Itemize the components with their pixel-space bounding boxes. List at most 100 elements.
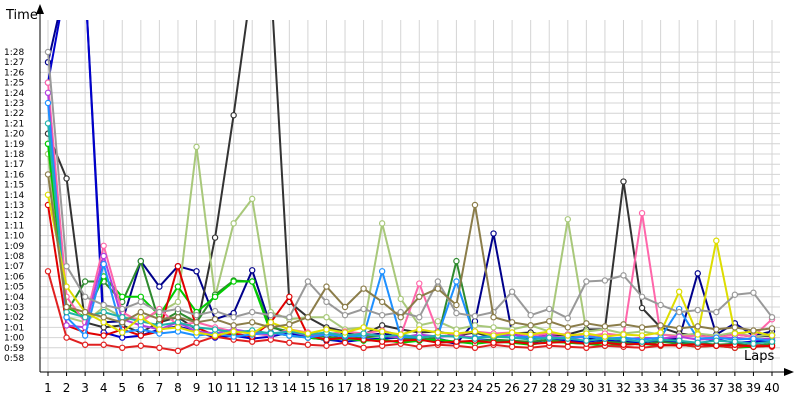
data-point xyxy=(156,316,163,323)
data-point xyxy=(286,293,293,300)
data-point xyxy=(341,311,349,319)
data-point xyxy=(546,318,553,325)
y-tick-label: 1:17 xyxy=(4,160,24,170)
data-point xyxy=(527,331,534,338)
data-point xyxy=(378,268,386,275)
data-point xyxy=(193,329,200,336)
data-point xyxy=(137,257,145,265)
data-point xyxy=(323,298,330,306)
data-point xyxy=(323,336,330,343)
data-point xyxy=(750,327,757,334)
data-point xyxy=(360,330,367,337)
data-point xyxy=(119,314,126,321)
x-tick-label: 3 xyxy=(81,381,89,395)
x-tick-label: 23 xyxy=(449,381,464,395)
data-point xyxy=(713,308,720,316)
data-point xyxy=(100,308,107,316)
data-point xyxy=(193,143,200,151)
data-point xyxy=(601,277,609,284)
data-point xyxy=(583,320,590,327)
data-point xyxy=(44,120,52,127)
series-2 xyxy=(44,20,776,341)
data-point xyxy=(267,319,274,326)
y-tick-label: 1:12 xyxy=(4,211,24,221)
x-tick-label: 38 xyxy=(727,381,742,395)
x-tick-label: 15 xyxy=(300,381,315,395)
data-point xyxy=(211,326,219,333)
data-point xyxy=(211,293,219,300)
series-line xyxy=(47,271,773,352)
data-point xyxy=(638,332,646,339)
data-point xyxy=(286,321,293,328)
data-point xyxy=(471,322,479,329)
data-point xyxy=(434,285,442,292)
data-point xyxy=(304,341,312,348)
data-point xyxy=(286,314,293,321)
data-point xyxy=(119,344,126,351)
data-point xyxy=(638,209,646,217)
data-point xyxy=(657,336,664,343)
axes xyxy=(36,4,794,376)
data-point xyxy=(137,342,145,349)
data-point xyxy=(100,332,107,339)
data-point xyxy=(81,293,89,300)
data-point xyxy=(63,303,70,311)
data-point xyxy=(137,298,145,306)
data-point xyxy=(304,278,312,285)
data-point xyxy=(657,341,664,348)
data-point xyxy=(341,329,349,336)
data-point xyxy=(620,272,627,279)
data-point xyxy=(731,324,739,331)
y-tick-label: 1:26 xyxy=(4,68,24,78)
data-point xyxy=(63,314,70,321)
data-point xyxy=(731,291,739,298)
data-point xyxy=(119,319,126,326)
data-point xyxy=(323,342,330,349)
data-point xyxy=(675,288,683,295)
series-13 xyxy=(44,48,776,322)
data-point xyxy=(638,324,646,331)
x-tick-label: 18 xyxy=(356,381,371,395)
data-point xyxy=(230,314,237,321)
data-point xyxy=(230,322,237,329)
y-tick-label: 1:14 xyxy=(4,191,24,201)
data-point xyxy=(564,216,571,223)
x-tick-label: 11 xyxy=(226,381,241,395)
series-line xyxy=(47,92,773,341)
data-point xyxy=(527,336,534,343)
data-point xyxy=(119,305,126,313)
data-point xyxy=(44,48,52,56)
data-point xyxy=(434,318,442,325)
y-tick-label: 1:03 xyxy=(4,303,24,313)
data-point xyxy=(434,329,442,336)
y-tick-label: 1:28 xyxy=(4,48,24,58)
data-point xyxy=(583,278,590,285)
data-point xyxy=(750,335,757,342)
data-point xyxy=(713,237,720,244)
x-tick-label: 9 xyxy=(193,381,201,395)
data-point xyxy=(508,343,516,350)
data-point xyxy=(527,322,534,329)
data-point xyxy=(713,326,720,333)
x-tick-label: 24 xyxy=(467,381,482,395)
data-point xyxy=(416,293,423,300)
data-point xyxy=(583,337,590,344)
data-point xyxy=(508,319,516,326)
data-point xyxy=(81,308,89,316)
data-point xyxy=(490,339,497,346)
data-point xyxy=(341,339,349,346)
data-point xyxy=(508,334,516,341)
x-tick-label: 22 xyxy=(430,381,445,395)
x-tick-label: 20 xyxy=(393,381,408,395)
data-point xyxy=(434,339,442,346)
data-point xyxy=(694,331,701,338)
data-point xyxy=(193,324,200,331)
x-tick-label: 16 xyxy=(319,381,334,395)
data-point xyxy=(360,305,367,313)
data-point xyxy=(471,201,479,209)
x-tick-label: 19 xyxy=(375,381,390,395)
data-point xyxy=(156,326,163,333)
data-point xyxy=(100,301,107,309)
x-tick-label: 14 xyxy=(282,381,297,395)
data-point xyxy=(694,270,701,277)
